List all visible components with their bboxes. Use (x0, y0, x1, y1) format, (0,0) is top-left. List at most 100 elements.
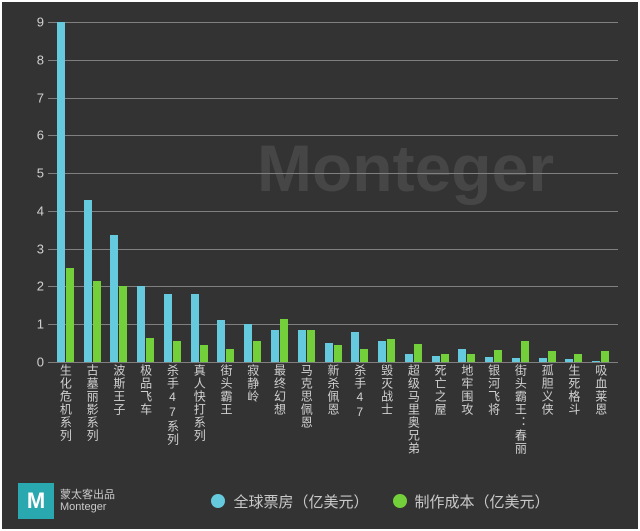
x-category-label: 新杀佩恩 (320, 364, 347, 455)
bar-cost (226, 349, 234, 362)
bar-cost (66, 268, 74, 362)
bar-group (266, 22, 293, 362)
bar-box-office (271, 330, 279, 362)
bar-cost (494, 350, 502, 362)
bar-group (480, 22, 507, 362)
y-tick-label: 4 (26, 203, 44, 218)
bar-cost (119, 286, 127, 362)
x-category-label: 马克思佩恩 (293, 364, 320, 455)
bar-cost (253, 341, 261, 362)
x-category-label: 极品飞车 (132, 364, 159, 455)
bar-box-office (217, 320, 225, 362)
x-category-label: 银河飞将 (480, 364, 507, 455)
bar-group (132, 22, 159, 362)
bar-group (79, 22, 106, 362)
y-tick-label: 8 (26, 52, 44, 67)
bar-box-office (485, 357, 493, 362)
bar-cost (548, 351, 556, 362)
bar-box-office (57, 22, 65, 362)
swatch-cost (393, 494, 407, 508)
bar-box-office (565, 359, 573, 362)
bar-box-office (191, 294, 199, 362)
y-tick-label: 5 (26, 166, 44, 181)
bar-cost (93, 281, 101, 362)
bar-cost (360, 349, 368, 362)
logo-en: Monteger (60, 501, 115, 513)
x-category-label: 杀手47系列 (159, 364, 186, 455)
bar-box-office (405, 354, 413, 362)
x-category-label: 生死格斗 (561, 364, 588, 455)
bar-cost (146, 338, 154, 362)
x-category-label: 真人快打系列 (186, 364, 213, 455)
bar-group (561, 22, 588, 362)
legend-box-office: 全球票房（亿美元） (211, 491, 368, 512)
gridline (48, 362, 618, 363)
x-category-label: 寂静岭 (239, 364, 266, 455)
bar-group (507, 22, 534, 362)
bar-cost (280, 319, 288, 362)
legend-label-cost: 制作成本（亿美元） (415, 491, 550, 512)
y-tick-label: 7 (26, 90, 44, 105)
bar-box-office (432, 356, 440, 362)
chart-frame: Monteger 0123456789 生化危机系列古墓丽影系列波斯王子极品飞车… (0, 0, 640, 531)
bar-box-office (84, 200, 92, 362)
x-axis-labels: 生化危机系列古墓丽影系列波斯王子极品飞车杀手47系列真人快打系列街头霸王寂静岭最… (48, 364, 618, 455)
bar-cost (334, 345, 342, 362)
x-category-label: 杀手47 (346, 364, 373, 455)
bar-cost (307, 330, 315, 362)
x-category-label: 孤胆义侠 (534, 364, 561, 455)
plot-area (48, 22, 618, 362)
brand-logo: M 蒙太客出品 Monteger (18, 483, 115, 519)
bar-box-office (351, 332, 359, 362)
bars-container (48, 22, 618, 362)
bar-cost (521, 341, 529, 362)
bar-box-office (458, 349, 466, 362)
bar-group (427, 22, 454, 362)
y-tick-label: 0 (26, 355, 44, 370)
x-category-label: 最终幻想 (266, 364, 293, 455)
bar-group (453, 22, 480, 362)
logo-letter: M (27, 489, 45, 513)
bar-cost (467, 354, 475, 362)
y-tick-label: 6 (26, 128, 44, 143)
x-category-label: 死亡之屋 (427, 364, 454, 455)
bar-box-office (539, 358, 547, 362)
x-category-label: 地牢围攻 (453, 364, 480, 455)
bar-group (587, 22, 614, 362)
logo-text: 蒙太客出品 Monteger (60, 489, 115, 513)
bar-box-office (110, 235, 118, 362)
x-category-label: 波斯王子 (106, 364, 133, 455)
x-category-label: 吸血莱恩 (587, 364, 614, 455)
chart-area: 0123456789 (30, 22, 618, 362)
bar-group (159, 22, 186, 362)
x-category-label: 生化危机系列 (52, 364, 79, 455)
bar-group (213, 22, 240, 362)
bar-box-office (378, 341, 386, 362)
bar-group (186, 22, 213, 362)
bar-box-office (164, 294, 172, 362)
bar-group (106, 22, 133, 362)
bar-group (52, 22, 79, 362)
bar-box-office (137, 286, 145, 362)
bar-group (534, 22, 561, 362)
bar-cost (441, 354, 449, 362)
bar-box-office (244, 324, 252, 362)
bar-group (320, 22, 347, 362)
bar-cost (200, 345, 208, 362)
legend: 全球票房（亿美元） 制作成本（亿美元） (139, 491, 622, 512)
x-category-label: 古墓丽影系列 (79, 364, 106, 455)
bar-cost (414, 344, 422, 362)
logo-badge: M (18, 483, 54, 519)
bar-group (346, 22, 373, 362)
x-category-label: 街头霸王 (213, 364, 240, 455)
bar-cost (173, 341, 181, 362)
x-category-label: 街头霸王：春丽 (507, 364, 534, 455)
y-tick-label: 9 (26, 15, 44, 30)
y-tick-label: 2 (26, 279, 44, 294)
y-tick-label: 3 (26, 241, 44, 256)
footer-bar: M 蒙太客出品 Monteger 全球票房（亿美元） 制作成本（亿美元） (2, 473, 638, 529)
x-category-label: 超级马里奥兄弟 (400, 364, 427, 455)
bar-box-office (512, 358, 520, 362)
y-tick-label: 1 (26, 317, 44, 332)
logo-cn: 蒙太客出品 (60, 489, 115, 501)
